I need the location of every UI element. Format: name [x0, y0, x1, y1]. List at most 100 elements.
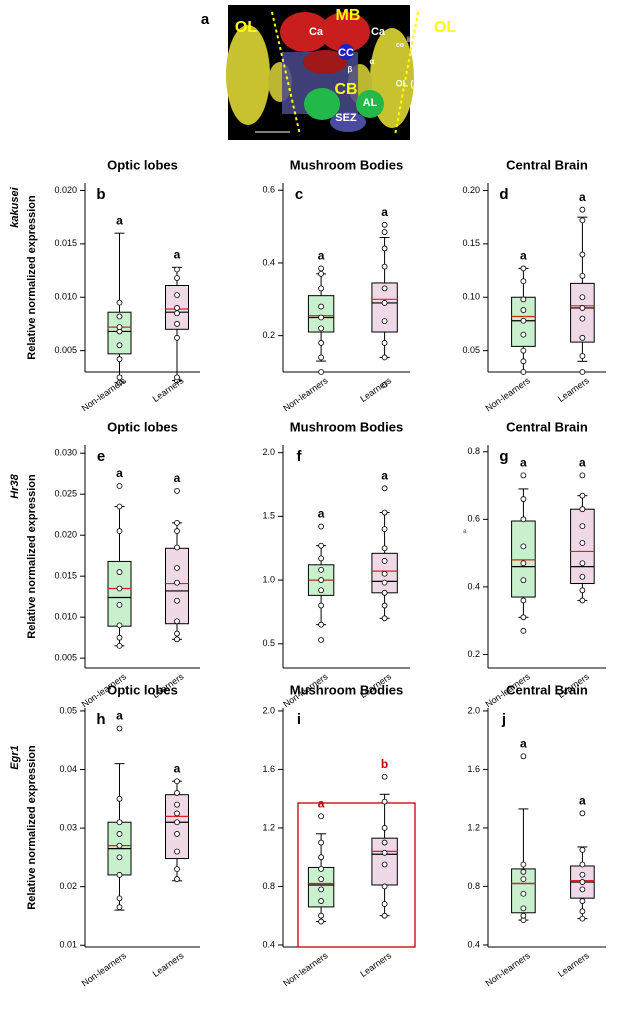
data-point: [116, 872, 123, 878]
data-point: [520, 753, 527, 760]
panel-letter: g: [499, 448, 508, 465]
data-point: [318, 340, 325, 346]
data-point: [174, 292, 180, 299]
data-point: [318, 918, 325, 925]
brain-label: co: [396, 42, 404, 49]
y-tick-label: 0.03: [59, 822, 77, 832]
significance-letter: a: [381, 205, 388, 219]
brain-label: Ca: [309, 26, 324, 38]
data-point: [318, 285, 325, 292]
data-point: [381, 798, 388, 805]
data-point: [520, 627, 527, 634]
data-point: [579, 369, 586, 375]
data-point: [318, 898, 325, 904]
y-tick-label: 0.8: [467, 446, 480, 456]
data-point: [579, 472, 586, 479]
brain-label: CB: [334, 81, 357, 98]
data-point: [318, 876, 325, 883]
brain-label: AL: [363, 97, 378, 109]
data-point: [381, 558, 388, 564]
data-point: [116, 895, 123, 902]
data-point: [318, 587, 325, 594]
brain-label: Ca: [371, 26, 386, 38]
significance-letter: a: [174, 471, 181, 485]
y-tick-label: 1.6: [467, 764, 480, 774]
annotation: a: [463, 529, 467, 535]
significance-letter: a: [381, 468, 388, 482]
data-point: [381, 354, 388, 361]
brain-image: [226, 5, 419, 140]
data-point: [318, 865, 325, 872]
chart-title: Optic lobes: [107, 419, 178, 434]
box: [371, 837, 398, 886]
data-point: [579, 206, 586, 213]
data-point: [174, 565, 180, 571]
y-tick-label: 2.0: [262, 447, 275, 457]
data-point: [116, 569, 123, 575]
data-point: [381, 485, 388, 492]
data-point: [318, 369, 325, 375]
panel-letter: i: [297, 711, 301, 728]
data-point: [520, 614, 527, 621]
brain-label: MB: [336, 7, 361, 24]
data-point: [116, 585, 123, 592]
y-tick-label: 0.030: [54, 448, 77, 458]
data-point: [174, 636, 180, 643]
data-point: [318, 912, 325, 919]
y-tick-label: 0.010: [54, 292, 77, 302]
data-point: [174, 305, 180, 311]
data-point: [116, 503, 123, 510]
data-point: [381, 300, 388, 306]
x-tick-label: Learners: [151, 375, 186, 404]
data-point: [116, 324, 123, 331]
y-tick-label: 0.20: [462, 185, 480, 195]
data-point: [381, 773, 388, 780]
data-point: [520, 905, 527, 912]
data-point: [318, 566, 325, 573]
data-point: [318, 555, 325, 562]
data-point: [579, 846, 586, 853]
data-point: [174, 321, 180, 327]
data-point: [116, 634, 123, 641]
data-point: [579, 861, 586, 868]
y-tick-label: 0.01: [59, 940, 77, 950]
x-tick-label: Learners: [556, 375, 591, 404]
data-point: [520, 307, 527, 313]
chart-title: Optic lobes: [107, 682, 178, 697]
y-tick-label: 0.025: [54, 489, 77, 499]
significance-letter: a: [116, 213, 123, 227]
data-point: [174, 597, 180, 604]
data-point: [579, 334, 586, 341]
brain-label: β: [348, 65, 353, 74]
data-point: [579, 587, 586, 594]
y-tick-label: 0.2: [262, 330, 275, 340]
data-point: [381, 509, 388, 516]
data-point: [579, 560, 586, 567]
data-point: [579, 353, 586, 359]
gene-label: Egr1: [9, 745, 21, 769]
brain-label: OL (lo): [396, 78, 425, 88]
chart-title: Central Brain: [506, 682, 588, 697]
data-point: [174, 310, 180, 317]
panel-letter: f: [297, 448, 303, 465]
significance-letter: a: [579, 456, 586, 470]
data-point: [174, 374, 180, 381]
data-point: [520, 369, 527, 375]
box: [570, 282, 595, 343]
gene-label: kakusei: [9, 186, 21, 227]
highlight-box: [297, 802, 416, 948]
data-point: [381, 318, 388, 325]
data-point: [520, 358, 527, 365]
x-tick-label: Non-learners: [80, 375, 129, 413]
data-point: [579, 898, 586, 904]
data-point: [520, 278, 527, 285]
data-point: [579, 871, 586, 878]
y-tick-label: 2.0: [467, 705, 480, 715]
data-point: [116, 642, 123, 649]
data-point: [174, 579, 180, 586]
data-point: [174, 848, 180, 855]
y-axis-label: Relative normalized expression: [26, 474, 38, 639]
data-point: [318, 265, 325, 272]
data-point: [318, 886, 325, 893]
significance-letter: a: [318, 796, 325, 810]
